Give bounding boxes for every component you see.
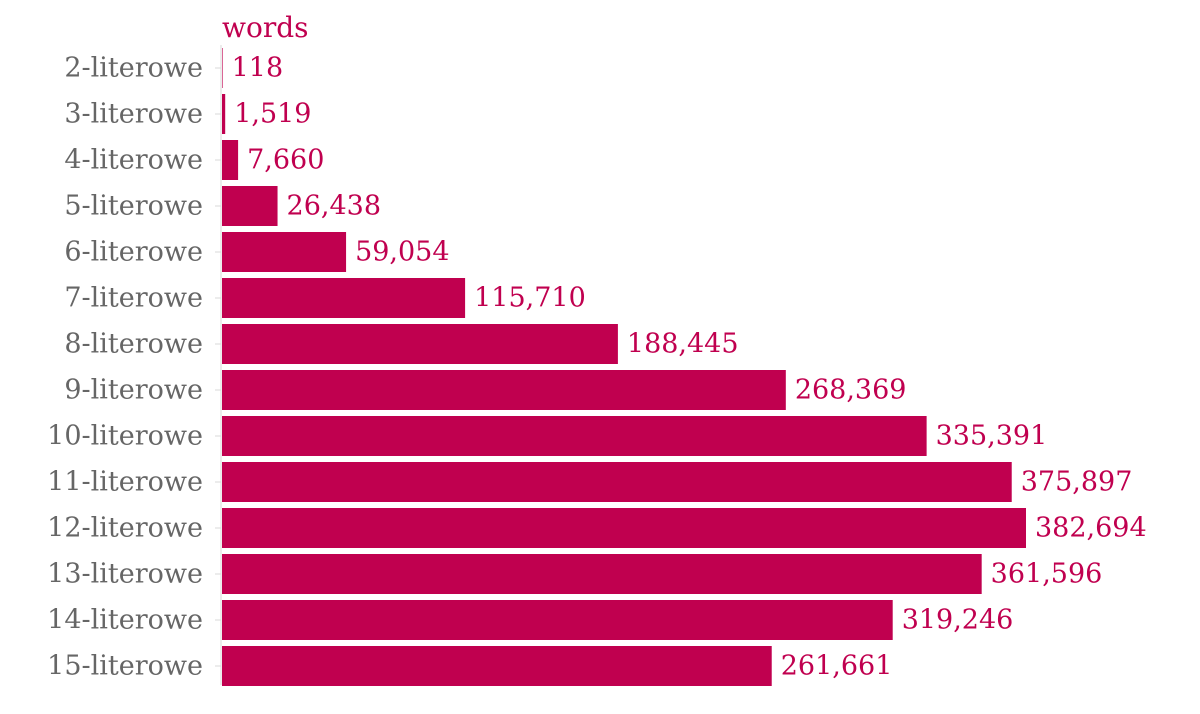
category-label: 5-literowe [64,191,203,222]
category-label: 9-literowe [64,375,203,406]
bar [222,416,927,456]
value-label: 261,661 [781,651,893,682]
category-label: 10-literowe [47,421,203,452]
series-title: words [222,11,309,44]
bar [222,600,893,640]
value-label: 188,445 [627,329,739,360]
value-label: 268,369 [795,375,907,406]
value-label: 115,710 [474,283,586,314]
category-label: 11-literowe [47,467,203,498]
value-label: 26,438 [287,191,381,222]
category-label: 8-literowe [64,329,203,360]
category-label: 15-literowe [47,651,203,682]
bars-group: 2-literowe 118 3-literowe 1,519 4-literowe 7,… [47,48,1147,686]
value-label: 7,660 [247,145,324,176]
category-label: 7-literowe [64,283,203,314]
bar [222,554,982,594]
category-label: 13-literowe [47,559,203,590]
bar [222,48,223,88]
category-label: 3-literowe [64,99,203,130]
category-label: 14-literowe [47,605,203,636]
bar [222,278,466,318]
value-label: 59,054 [355,237,449,268]
bar [222,462,1012,502]
value-label: 319,246 [902,605,1014,636]
category-label: 6-literowe [64,237,203,268]
category-label: 2-literowe [64,53,203,84]
bar [222,646,772,686]
value-label: 1,519 [234,99,311,130]
bar [222,186,278,226]
category-label: 12-literowe [47,513,203,544]
bar [222,140,239,180]
value-label: 382,694 [1035,513,1147,544]
value-label: 118 [232,53,284,84]
category-label: 4-literowe [64,145,203,176]
bar [222,370,786,410]
bar [222,324,618,364]
value-label: 375,897 [1021,467,1133,498]
bar [222,232,347,272]
value-label: 361,596 [991,559,1103,590]
value-label: 335,391 [936,421,1048,452]
bar [222,94,226,134]
bar [222,508,1026,548]
